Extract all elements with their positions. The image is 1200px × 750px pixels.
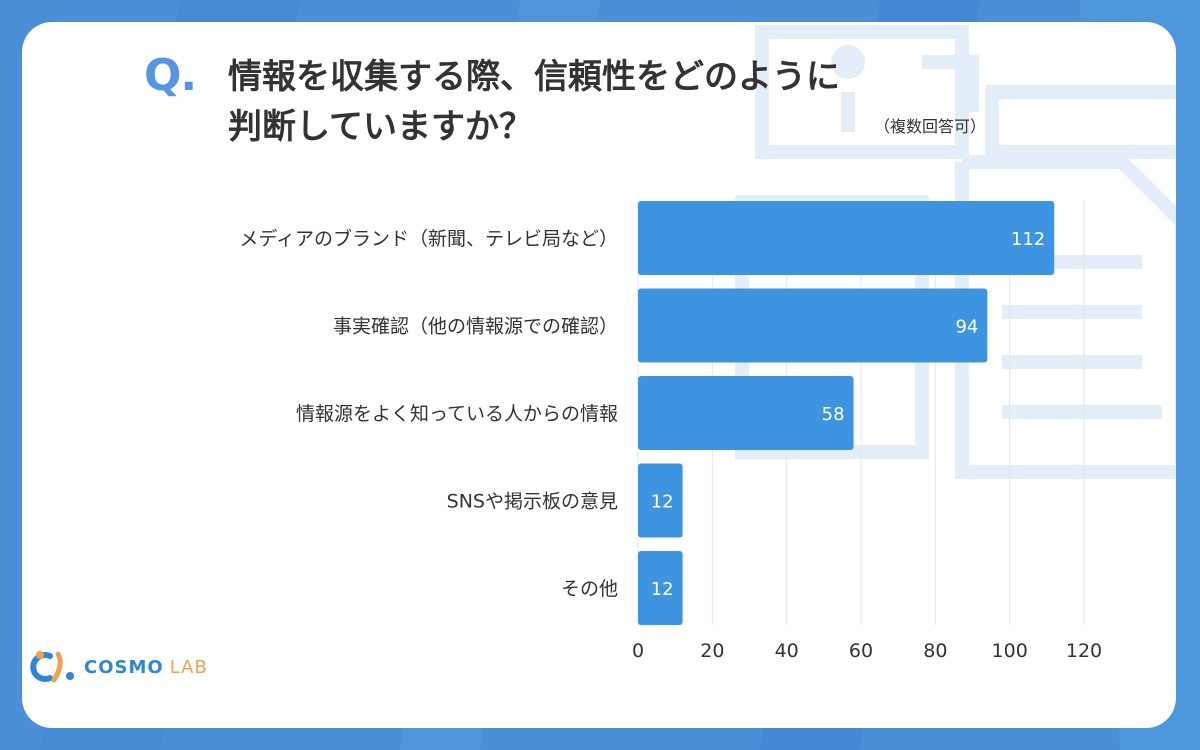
x-tick-label: 80 [923, 640, 947, 662]
question-line-2: 判断していますか？ [228, 107, 533, 147]
bar-value-label: 112 [1011, 229, 1045, 250]
bar [638, 463, 683, 538]
cosmo-lab-logo: COSMO LAB [28, 650, 208, 684]
multiple-answers-note: （複数回答可） [874, 117, 987, 136]
content-card [22, 22, 1176, 728]
x-tick-label: 60 [849, 640, 873, 662]
category-label: 事実確認（他の情報源での確認） [333, 316, 618, 338]
logo-cosmo-text: COSMO [84, 656, 164, 678]
bar-value-label: 12 [651, 579, 674, 600]
x-tick-label: 0 [632, 640, 644, 662]
bar [638, 288, 988, 363]
question-title: 情報を収集する際、信頼性をどのように 判断していますか？ [228, 52, 840, 152]
logo-mark-icon [30, 651, 74, 683]
x-tick-label: 40 [775, 640, 799, 662]
x-tick-label: 100 [992, 640, 1028, 662]
category-label: メディアのブランド（新聞、テレビ局など） [239, 227, 618, 250]
bar [638, 551, 683, 625]
question-mark-q: Q. [144, 50, 197, 101]
bar [638, 201, 1055, 275]
category-label: その他 [561, 578, 618, 600]
x-tick-label: 120 [1066, 640, 1102, 662]
category-label: 情報源をよく知っている人からの情報 [296, 403, 618, 425]
bar [638, 376, 854, 450]
x-tick-label: 20 [700, 640, 724, 662]
bar-value-label: 58 [822, 404, 845, 425]
bar-value-label: 94 [955, 317, 978, 338]
question-line-1: 情報を収集する際、信頼性をどのように [228, 57, 840, 97]
category-label: SNSや掲示板の意見 [447, 491, 618, 513]
bar-value-label: 12 [651, 492, 674, 513]
logo-lab-text: LAB [169, 656, 208, 678]
